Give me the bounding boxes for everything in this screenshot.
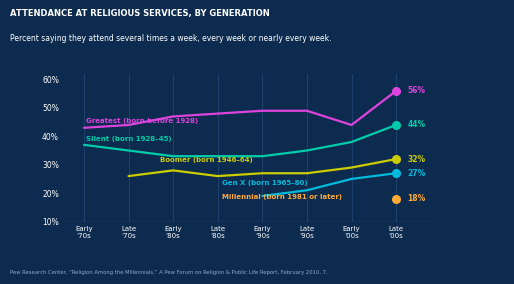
Text: 18%: 18% <box>407 194 426 203</box>
Text: ATTENDANCE AT RELIGIOUS SERVICES, BY GENERATION: ATTENDANCE AT RELIGIOUS SERVICES, BY GEN… <box>10 9 270 18</box>
Text: 32%: 32% <box>407 154 426 164</box>
Text: Percent saying they attend several times a week, every week or nearly every week: Percent saying they attend several times… <box>10 34 332 43</box>
Text: 56%: 56% <box>407 86 425 95</box>
Text: Pew Research Center, “Religion Among the Millennials,” A Pew Forum on Religion &: Pew Research Center, “Religion Among the… <box>10 270 328 275</box>
Text: Greatest (born before 1928): Greatest (born before 1928) <box>86 118 198 124</box>
Text: 27%: 27% <box>407 169 426 178</box>
Text: Millennial (born 1981 or later): Millennial (born 1981 or later) <box>222 194 342 200</box>
Text: Silent (born 1928–45): Silent (born 1928–45) <box>86 136 172 142</box>
Text: 44%: 44% <box>407 120 426 130</box>
Text: Boomer (born 1946–64): Boomer (born 1946–64) <box>160 157 252 163</box>
Text: Gen X (born 1965–80): Gen X (born 1965–80) <box>222 180 308 186</box>
